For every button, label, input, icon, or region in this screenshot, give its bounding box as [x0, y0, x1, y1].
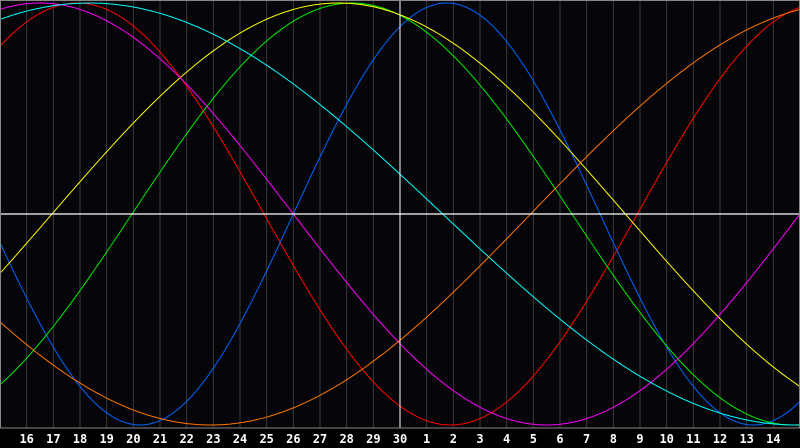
x-tick-label: 21	[153, 432, 167, 446]
x-tick-label: 6	[556, 432, 563, 446]
x-tick-label: 17	[46, 432, 60, 446]
x-tick-label: 22	[179, 432, 193, 446]
x-tick-label: 18	[73, 432, 87, 446]
x-tick-label: 14	[766, 432, 780, 446]
x-tick-label: 9	[636, 432, 643, 446]
x-tick-label: 13	[739, 432, 753, 446]
x-tick-label: 30	[393, 432, 407, 446]
x-tick-label: 10	[659, 432, 673, 446]
x-tick-label: 7	[583, 432, 590, 446]
x-tick-label: 2	[450, 432, 457, 446]
x-tick-label: 24	[233, 432, 247, 446]
x-tick-label: 1	[423, 432, 430, 446]
x-tick-label: 23	[206, 432, 220, 446]
x-tick-label: 19	[99, 432, 113, 446]
x-tick-label: 3	[476, 432, 483, 446]
x-tick-labels: 16 17 18 19 20 21 22 23 24 25 26 27 28 29 30 1 2 3 4 5 6 7 8 9 1…	[19, 432, 780, 446]
x-tick-label: 27	[313, 432, 327, 446]
x-tick-label: 25	[259, 432, 273, 446]
x-tick-label: 8	[610, 432, 617, 446]
x-tick-label: 26	[286, 432, 300, 446]
x-tick-label: 29	[366, 432, 380, 446]
x-tick-label: 12	[713, 432, 727, 446]
x-tick-label: 16	[19, 432, 33, 446]
x-tick-label: 20	[126, 432, 140, 446]
x-tick-label: 28	[339, 432, 353, 446]
x-tick-label: 11	[686, 432, 700, 446]
x-tick-label: 5	[530, 432, 537, 446]
x-tick-label: 4	[503, 432, 510, 446]
